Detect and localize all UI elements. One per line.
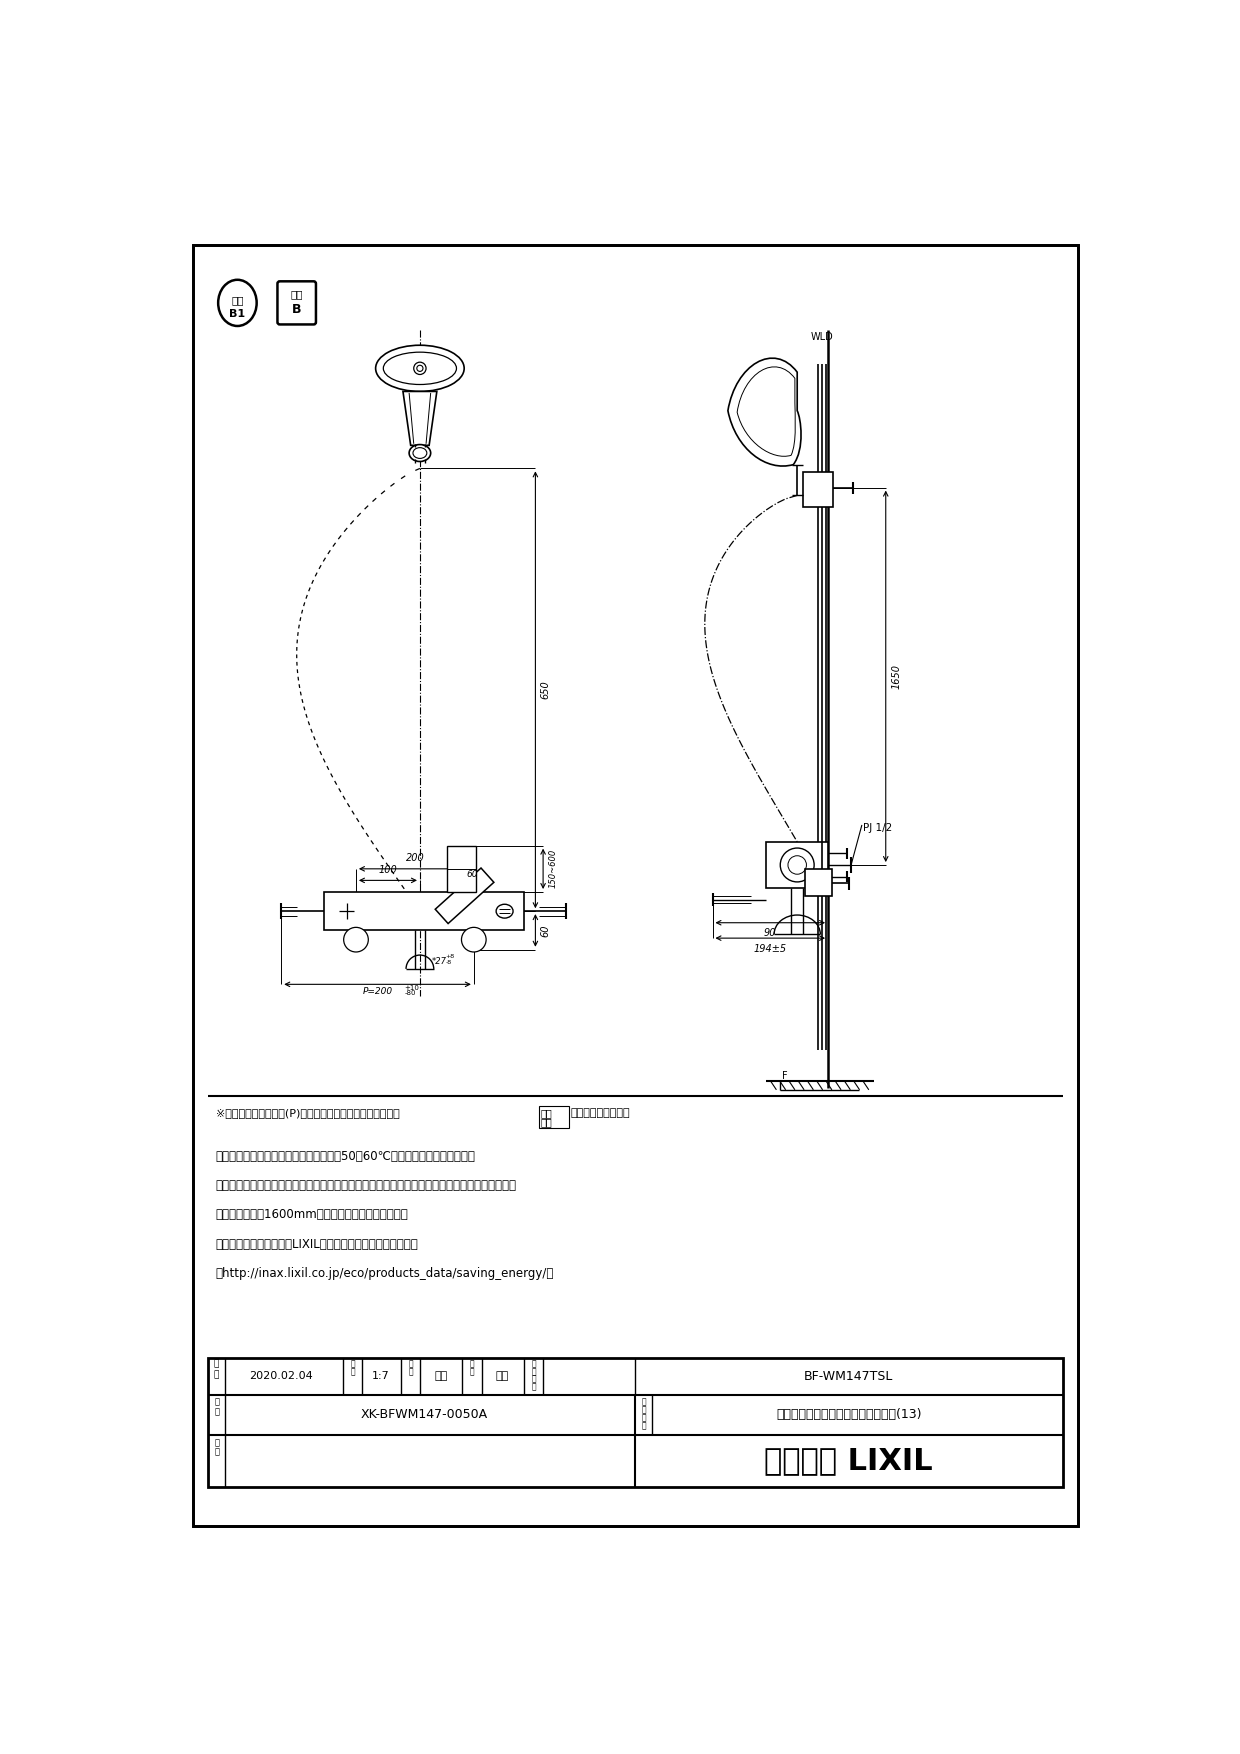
Text: （http://inax.lixil.co.jp/eco/products_data/saving_energy/）: （http://inax.lixil.co.jp/eco/products_da…: [216, 1266, 554, 1280]
Ellipse shape: [218, 281, 257, 326]
Text: +10: +10: [404, 986, 419, 991]
Text: P=200: P=200: [362, 988, 393, 996]
Text: 最小: 最小: [541, 1117, 553, 1128]
Text: 90: 90: [764, 928, 776, 938]
Text: 尺: 尺: [351, 1359, 355, 1368]
Text: 名: 名: [532, 1382, 536, 1391]
Text: +8: +8: [445, 954, 454, 958]
Text: 番: 番: [215, 1407, 219, 1415]
Text: 150~600: 150~600: [548, 849, 558, 889]
Circle shape: [469, 935, 479, 945]
Text: 2020.02.04: 2020.02.04: [249, 1372, 314, 1380]
Polygon shape: [435, 868, 494, 924]
Text: 岐崎: 岐崎: [496, 1372, 508, 1380]
Text: サーモスタット付シャワーバス水栓(13): サーモスタット付シャワーバス水栓(13): [776, 1408, 921, 1421]
Text: ・シャワーヘッドは乱暴に扱わないで下さい。メッキがはがれて、ケガをする恐れがあります。: ・シャワーヘッドは乱暴に扱わないで下さい。メッキがはがれて、ケガをする恐れがあり…: [216, 1179, 517, 1193]
Ellipse shape: [376, 346, 464, 391]
Text: -8: -8: [445, 959, 451, 965]
Text: BF-WM147TSL: BF-WM147TSL: [804, 1370, 894, 1382]
Ellipse shape: [383, 353, 456, 384]
Text: 考: 考: [215, 1447, 219, 1456]
Text: XK-BFWM147-0050A: XK-BFWM147-0050A: [360, 1408, 487, 1421]
Text: 節湯: 節湯: [290, 289, 303, 298]
Text: 名: 名: [641, 1421, 646, 1430]
Text: 100: 100: [378, 865, 397, 875]
Bar: [324, 893, 523, 930]
Circle shape: [787, 856, 806, 873]
Text: 1:7: 1:7: [372, 1372, 389, 1380]
Text: B: B: [291, 303, 301, 316]
Text: 最大: 最大: [541, 1109, 553, 1119]
Text: 図: 図: [470, 1368, 475, 1377]
Text: *27: *27: [432, 958, 446, 966]
Circle shape: [417, 365, 423, 372]
Circle shape: [461, 928, 486, 952]
Text: 節湯: 節湯: [231, 295, 243, 305]
Text: 200: 200: [405, 854, 424, 863]
Text: 194±5: 194±5: [754, 944, 787, 954]
Text: 1650: 1650: [892, 663, 901, 689]
Text: 60: 60: [541, 924, 551, 937]
Text: 金山: 金山: [434, 1372, 448, 1380]
Polygon shape: [403, 391, 436, 446]
Text: 番: 番: [532, 1366, 536, 1377]
Text: 650: 650: [541, 681, 551, 700]
FancyBboxPatch shape: [278, 281, 316, 324]
Text: ・（ホース長さ1600mm。温度調節ハンドル調整要）: ・（ホース長さ1600mm。温度調節ハンドル調整要）: [216, 1209, 409, 1221]
Bar: [208, 1358, 1063, 1487]
Text: 図: 図: [215, 1398, 219, 1407]
Circle shape: [346, 930, 366, 949]
Bar: [766, 842, 828, 888]
Circle shape: [780, 847, 815, 882]
Ellipse shape: [413, 447, 427, 458]
Text: 製: 製: [408, 1359, 413, 1368]
Text: F: F: [781, 1070, 787, 1080]
Text: B1: B1: [229, 309, 246, 319]
Text: 品: 品: [532, 1359, 536, 1368]
Text: 検: 検: [470, 1359, 475, 1368]
Text: WLD: WLD: [811, 332, 833, 342]
Circle shape: [464, 930, 484, 949]
Text: PJ 1/2: PJ 1/2: [863, 823, 892, 833]
Bar: [446, 845, 476, 893]
Bar: [539, 1107, 568, 1128]
Text: 日: 日: [215, 1359, 219, 1368]
Circle shape: [351, 935, 361, 945]
Text: -80: -80: [404, 991, 415, 996]
Circle shape: [414, 361, 427, 375]
Text: 品: 品: [641, 1414, 646, 1422]
Text: 付: 付: [215, 1370, 219, 1379]
Text: 60: 60: [466, 870, 477, 879]
Text: ※印寸法は配管ピッチ(P)が最大～最小の場合を（標準寸法: ※印寸法は配管ピッチ(P)が最大～最小の場合を（標準寸法: [216, 1107, 399, 1117]
Text: ）で示しています。: ）で示しています。: [570, 1107, 630, 1117]
PathPatch shape: [728, 358, 801, 467]
Ellipse shape: [496, 905, 513, 917]
Bar: [802, 472, 833, 507]
Text: ・節湯記号については、LIXILホームページを参照ください。: ・節湯記号については、LIXILホームページを参照ください。: [216, 1238, 419, 1251]
Text: 図: 図: [408, 1368, 413, 1377]
Text: 品: 品: [641, 1398, 646, 1407]
Text: 度: 度: [351, 1368, 355, 1377]
Text: 株式会社 LIXIL: 株式会社 LIXIL: [765, 1447, 934, 1475]
Text: 備: 備: [215, 1438, 219, 1447]
Text: 名: 名: [641, 1405, 646, 1414]
Circle shape: [343, 928, 368, 952]
Bar: [805, 868, 832, 896]
Text: ・適温の湯を出すためには給湯器の温度50～60℃の設定をおすすめします。: ・適温の湯を出すためには給湯器の温度50～60℃の設定をおすすめします。: [216, 1151, 476, 1163]
Ellipse shape: [409, 444, 430, 461]
Text: 品: 品: [532, 1375, 536, 1384]
